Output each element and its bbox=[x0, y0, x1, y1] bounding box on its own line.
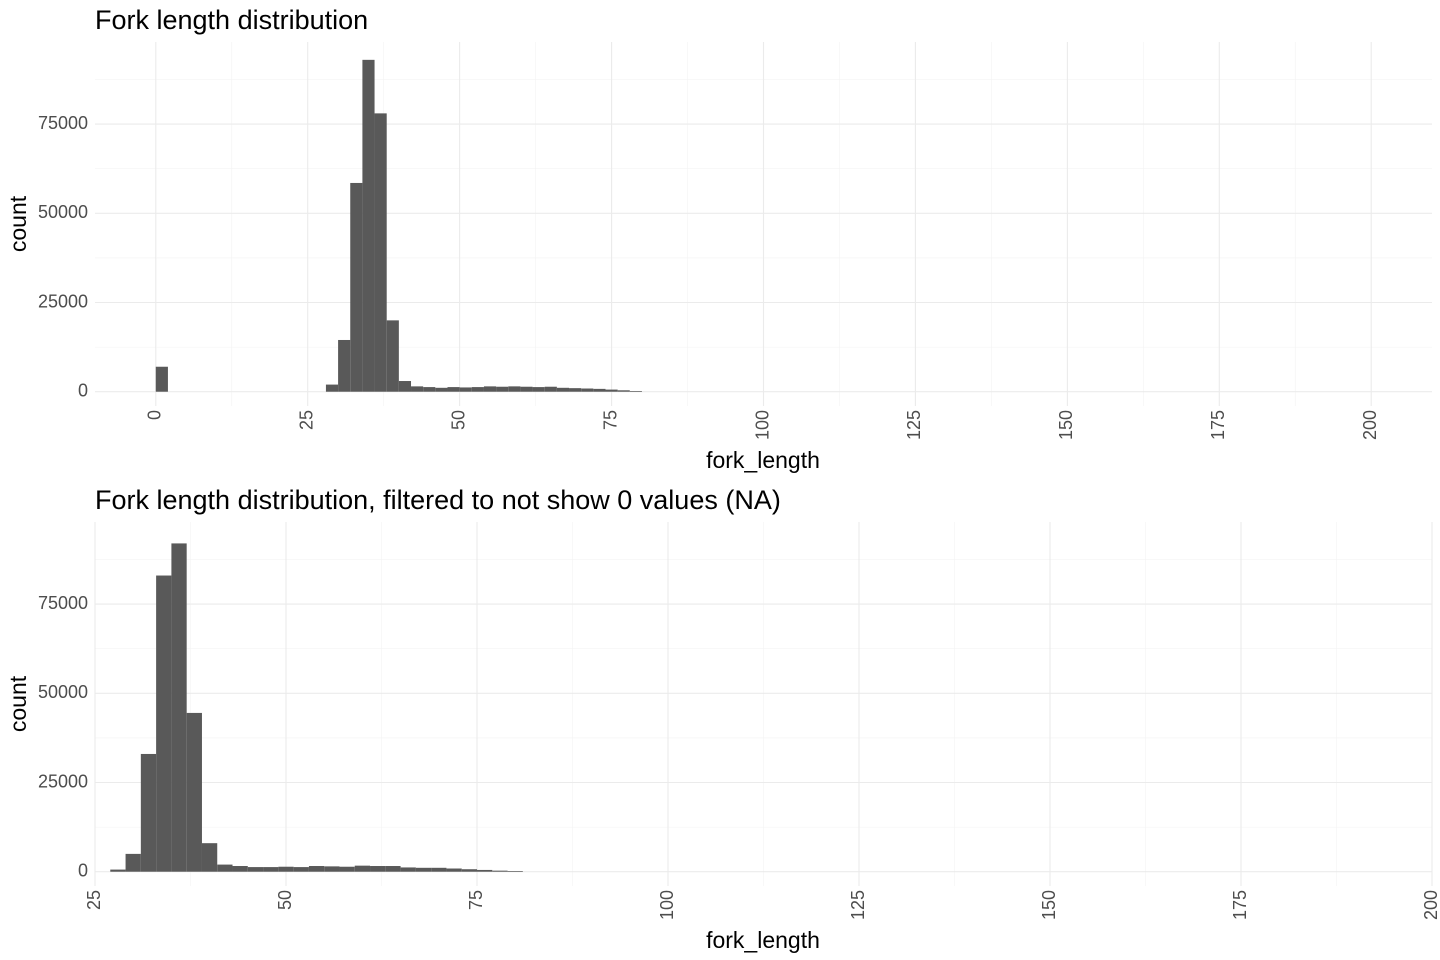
histogram-bar bbox=[435, 387, 448, 392]
y-axis-title: count bbox=[5, 195, 31, 252]
histogram-bar bbox=[110, 869, 126, 872]
histogram-bar bbox=[339, 866, 355, 872]
histogram-bar bbox=[232, 866, 248, 872]
x-tick-label: 75 bbox=[600, 410, 620, 430]
histogram-bar bbox=[186, 712, 202, 872]
histogram-bar bbox=[477, 869, 493, 872]
x-tick-label: 25 bbox=[84, 890, 104, 910]
x-axis-title: fork_length bbox=[706, 447, 820, 473]
chart-panel-2: 25 50 75 100 125 150 175 200 0 25000 50000 75000 For… bbox=[5, 485, 1440, 953]
x-tick-label: 50 bbox=[275, 890, 295, 910]
histogram-bar bbox=[374, 113, 387, 392]
histogram-bar bbox=[338, 339, 351, 392]
histogram-bar bbox=[324, 866, 340, 872]
histogram-bar bbox=[278, 866, 294, 872]
x-tick-label: 150 bbox=[1039, 890, 1059, 920]
histogram-bar bbox=[263, 867, 279, 872]
x-tick-label: 125 bbox=[904, 410, 924, 440]
histogram-bar bbox=[156, 575, 172, 872]
histogram-bar bbox=[140, 753, 157, 872]
histogram-bar bbox=[569, 388, 582, 392]
x-tick-label: 50 bbox=[448, 410, 468, 430]
histogram-bar bbox=[431, 867, 447, 872]
histogram-bar bbox=[201, 843, 218, 872]
histogram-bar bbox=[447, 387, 460, 392]
x-tick-label: 150 bbox=[1056, 410, 1076, 440]
histogram-bar bbox=[581, 388, 594, 392]
y-tick-label: 50000 bbox=[38, 682, 88, 702]
histogram-bar bbox=[544, 386, 557, 392]
histogram-bar bbox=[308, 866, 325, 872]
chart-title: Fork length distribution, filtered to no… bbox=[95, 485, 781, 515]
x-tick-label: 125 bbox=[848, 890, 868, 920]
histogram-bar bbox=[593, 388, 606, 392]
x-tick-label: 75 bbox=[466, 890, 486, 910]
histogram-bar bbox=[325, 384, 339, 392]
histogram-bar bbox=[520, 386, 533, 392]
histogram-bar bbox=[398, 381, 412, 392]
histogram-bar bbox=[125, 853, 141, 872]
histogram-bar bbox=[605, 389, 618, 392]
x-tick-label: 100 bbox=[752, 410, 772, 440]
y-tick-label: 25000 bbox=[38, 291, 88, 311]
histogram-bar bbox=[496, 386, 509, 392]
histogram-bar bbox=[171, 543, 187, 872]
histogram-bar bbox=[400, 867, 416, 872]
histogram-bar bbox=[629, 391, 642, 392]
y-tick-label: 0 bbox=[78, 380, 88, 400]
histogram-bar bbox=[370, 866, 386, 872]
histogram-bar bbox=[293, 867, 309, 872]
y-tick-label: 75000 bbox=[38, 113, 88, 133]
histogram-bar bbox=[556, 387, 570, 392]
histogram-bar bbox=[461, 869, 477, 872]
x-tick-label: 175 bbox=[1208, 410, 1228, 440]
y-tick-label: 50000 bbox=[38, 202, 88, 222]
chart-title: Fork length distribution bbox=[95, 5, 368, 35]
y-tick-label: 0 bbox=[78, 860, 88, 880]
histogram-bar bbox=[423, 387, 436, 392]
histogram-bar bbox=[350, 182, 363, 392]
histogram-bar bbox=[415, 867, 432, 872]
histogram-bar bbox=[354, 865, 371, 872]
histogram-bar bbox=[155, 366, 168, 392]
histogram-bar bbox=[217, 864, 233, 872]
histogram-bar bbox=[459, 387, 472, 392]
x-tick-label: 25 bbox=[296, 410, 316, 430]
histogram-bar bbox=[471, 387, 484, 392]
histogram-bar bbox=[492, 870, 508, 872]
y-tick-label: 75000 bbox=[38, 593, 88, 613]
histogram-bar bbox=[247, 867, 264, 872]
y-tick-label: 25000 bbox=[38, 771, 88, 791]
histogram-bar bbox=[386, 320, 399, 392]
histogram-bar bbox=[532, 387, 545, 392]
y-axis-title: count bbox=[5, 675, 31, 732]
x-tick-label: 100 bbox=[657, 890, 677, 920]
histogram-bar bbox=[483, 386, 497, 392]
histogram-bar bbox=[385, 866, 401, 872]
histogram-bar bbox=[446, 868, 462, 872]
x-tick-label: 0 bbox=[145, 410, 165, 420]
x-tick-label: 200 bbox=[1421, 890, 1440, 920]
histogram-bar bbox=[507, 871, 523, 872]
x-tick-label: 175 bbox=[1230, 890, 1250, 920]
x-tick-label: 200 bbox=[1360, 410, 1380, 440]
histogram-bar bbox=[617, 390, 630, 392]
histogram-bar bbox=[508, 386, 521, 392]
histogram-bar bbox=[411, 386, 424, 392]
histogram-bar bbox=[362, 59, 375, 392]
chart-panel-1: 0 25 50 75 100 125 150 175 200 0 25000 50000 75000 Fo… bbox=[5, 5, 1432, 473]
x-axis-title: fork_length bbox=[706, 927, 820, 953]
